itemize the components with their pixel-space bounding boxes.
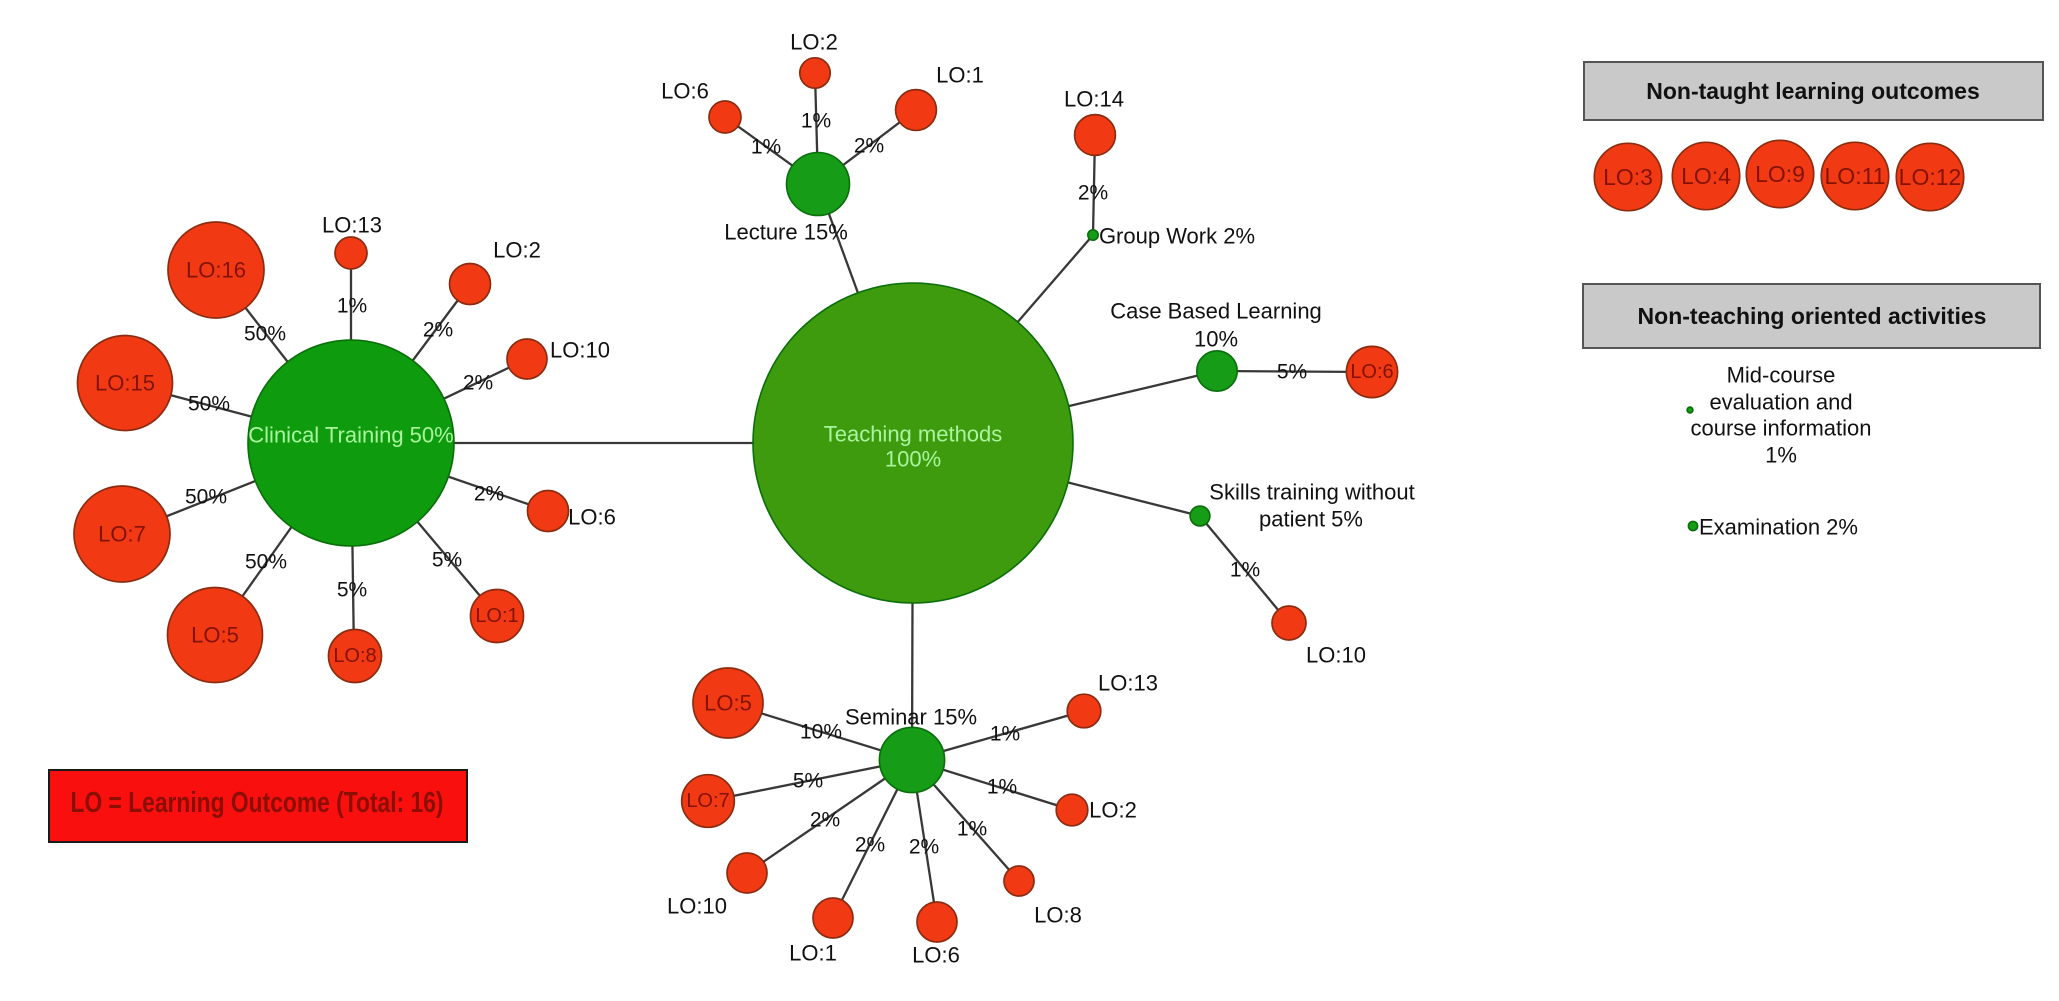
svg-text:Non-teaching oriented activiti: Non-teaching oriented activities [1638,303,1987,329]
svg-text:LO:11: LO:11 [1825,163,1886,189]
svg-text:2%: 2% [474,483,504,506]
svg-text:Non-taught learning outcomes: Non-taught learning outcomes [1646,78,1980,104]
svg-text:LO:6: LO:6 [912,943,960,968]
svg-text:LO:5: LO:5 [704,691,752,716]
svg-text:5%: 5% [432,549,462,572]
svg-text:LO:13: LO:13 [322,213,382,238]
svg-text:5%: 5% [337,579,367,602]
svg-text:2%: 2% [1078,182,1108,205]
svg-text:LO:2: LO:2 [790,30,838,55]
svg-text:Group Work 2%: Group Work 2% [1099,224,1255,249]
svg-text:Teaching methods: Teaching methods [824,422,1003,447]
svg-text:LO:1: LO:1 [936,63,984,88]
svg-text:Examination 2%: Examination 2% [1699,515,1858,540]
svg-text:LO:8: LO:8 [333,645,376,667]
svg-text:50%: 50% [244,323,286,346]
svg-text:2%: 2% [909,836,939,859]
svg-text:10%: 10% [1194,327,1238,352]
svg-text:1%: 1% [957,818,987,841]
svg-text:LO:6: LO:6 [1350,361,1393,383]
svg-text:Seminar 15%: Seminar 15% [845,705,977,730]
svg-text:1%: 1% [987,776,1017,799]
svg-text:LO:1: LO:1 [475,605,518,627]
svg-text:LO:1: LO:1 [789,941,837,966]
svg-text:LO:8: LO:8 [1034,903,1082,928]
svg-text:LO = Learning Outcome (Total:: LO = Learning Outcome (Total: 16) [71,787,444,819]
svg-text:2%: 2% [810,809,840,832]
svg-text:Clinical Training 50%: Clinical Training 50% [248,423,453,448]
svg-text:LO:4: LO:4 [1681,163,1731,189]
svg-text:1%: 1% [1230,559,1260,582]
svg-text:10%: 10% [800,721,842,744]
svg-text:2%: 2% [463,372,493,395]
svg-text:evaluation and: evaluation and [1709,390,1852,415]
svg-text:Lecture 15%: Lecture 15% [724,220,848,245]
svg-text:LO:10: LO:10 [1306,643,1366,668]
svg-text:patient 5%: patient 5% [1259,507,1363,532]
svg-text:50%: 50% [188,393,230,416]
svg-text:LO:3: LO:3 [1603,164,1653,190]
svg-text:LO:15: LO:15 [95,371,155,396]
svg-text:5%: 5% [793,770,823,793]
svg-text:LO:5: LO:5 [191,623,239,648]
svg-text:1%: 1% [1765,443,1797,468]
svg-text:Mid-course: Mid-course [1727,363,1836,388]
svg-text:LO:6: LO:6 [568,505,616,530]
svg-text:LO:7: LO:7 [686,790,729,812]
svg-text:100%: 100% [885,447,941,472]
svg-text:LO:16: LO:16 [186,258,246,283]
svg-text:1%: 1% [990,723,1020,746]
svg-text:Case Based Learning: Case Based Learning [1110,299,1322,324]
svg-text:LO:10: LO:10 [667,894,727,919]
svg-text:LO:6: LO:6 [661,79,709,104]
svg-text:LO:2: LO:2 [493,238,541,263]
svg-text:50%: 50% [245,551,287,574]
svg-text:1%: 1% [751,136,781,159]
svg-text:LO:14: LO:14 [1064,87,1124,112]
svg-text:LO:13: LO:13 [1098,671,1158,696]
svg-text:course information: course information [1691,416,1872,441]
svg-text:1%: 1% [337,295,367,318]
svg-text:2%: 2% [854,135,884,158]
svg-text:LO:12: LO:12 [1899,164,1962,190]
svg-text:LO:2: LO:2 [1089,798,1137,823]
svg-text:1%: 1% [801,110,831,133]
svg-text:2%: 2% [423,319,453,342]
svg-text:2%: 2% [855,834,885,857]
svg-text:Skills training without: Skills training without [1209,480,1414,505]
svg-text:5%: 5% [1277,361,1307,384]
svg-text:50%: 50% [185,486,227,509]
svg-text:LO:9: LO:9 [1755,161,1805,187]
svg-text:LO:7: LO:7 [98,522,146,547]
svg-text:LO:10: LO:10 [550,338,610,363]
